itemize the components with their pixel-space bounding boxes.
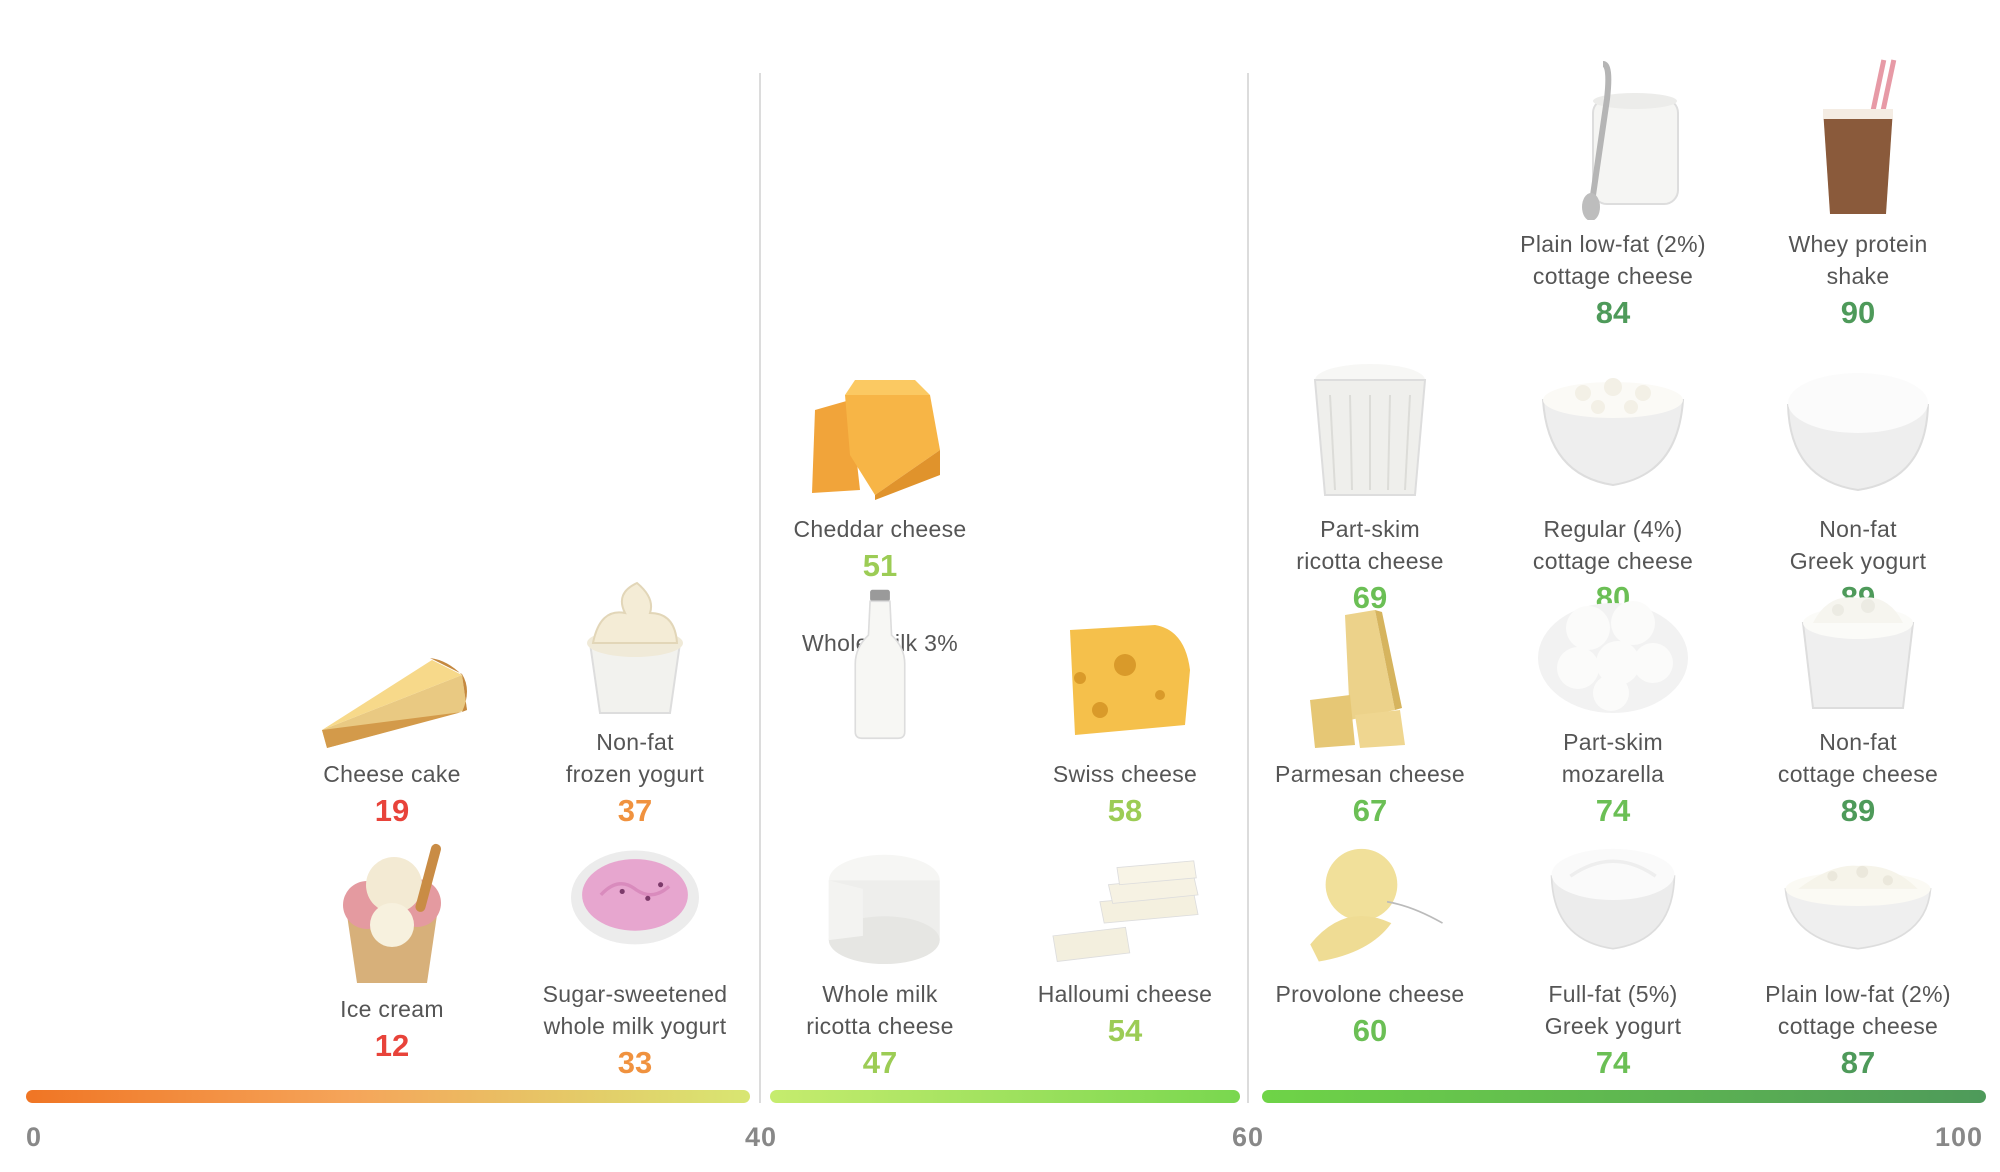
- food-name: Cheese cake: [323, 761, 461, 787]
- food-card-non-fat-frozen-yogurt: Non-fat frozen yogurt 37: [515, 568, 755, 831]
- mozzarella-icon: [1538, 601, 1688, 713]
- food-card-sugar-sweetened-yogurt: Sugar-sweetened whole milk yogurt 33: [515, 842, 755, 1083]
- food-card-regular-cottage: Regular (4%) cottage cheese 80: [1493, 355, 1733, 618]
- food-score: 74: [1595, 1045, 1631, 1080]
- scale-bar-mid: [770, 1090, 1240, 1103]
- ricotta-basket-icon: [1313, 364, 1427, 496]
- food-name: Plain low-fat (2%) cottage cheese: [1765, 981, 1951, 1039]
- food-name: Non-fat cottage cheese: [1777, 729, 1939, 787]
- greek-yogurt-bowl-icon: [1550, 848, 1676, 950]
- food-score: 51: [862, 548, 898, 583]
- food-card-cheese-cake: Cheese cake 19: [272, 600, 512, 831]
- food-name: Regular (4%) cottage cheese: [1532, 516, 1694, 574]
- food-card-yogurt-jar: Plain low-fat (2%) cottage cheese 84: [1493, 58, 1733, 333]
- food-card-provolone: Provolone cheese 60: [1250, 842, 1490, 1051]
- cheddar-icon: [812, 380, 940, 500]
- cheesecake-icon: [322, 658, 467, 748]
- yogurt-bowl-icon: [1786, 373, 1930, 492]
- food-score: 47: [862, 1045, 898, 1080]
- food-card-parmesan: Parmesan cheese 67: [1250, 600, 1490, 831]
- food-score: 74: [1595, 793, 1631, 828]
- scale-bar-low: [26, 1090, 750, 1103]
- axis-tick-60: 60: [1232, 1122, 1265, 1152]
- food-name: Part-skim ricotta cheese: [1296, 516, 1444, 574]
- food-name: Plain low-fat (2%) cottage cheese: [1520, 231, 1706, 289]
- food-name: Non-fat Greek yogurt: [1789, 516, 1927, 574]
- food-name: Cheddar cheese: [793, 516, 967, 542]
- axis-tick-40: 40: [745, 1122, 778, 1152]
- food-name: Ice cream: [340, 996, 444, 1022]
- food-score: 54: [1107, 1013, 1143, 1048]
- ricotta-wheel-icon: [828, 854, 940, 965]
- cottage-bowl-icon: [1541, 378, 1685, 487]
- cottage-small-bowl-icon: [1801, 597, 1915, 709]
- food-card-cheddar: Cheddar cheese 51: [760, 355, 1000, 586]
- food-score: 58: [1107, 793, 1143, 828]
- food-card-part-skim-ricotta: Part-skim ricotta cheese 69: [1250, 355, 1490, 618]
- food-score: 84: [1595, 295, 1631, 330]
- food-card-low-fat-cottage: Plain low-fat (2%) cottage cheese 87: [1738, 842, 1978, 1083]
- food-card-whey-shake: Whey protein shake 90: [1738, 58, 1978, 333]
- food-card-non-fat-greek-yogurt: Non-fat Greek yogurt 89: [1738, 355, 1978, 618]
- food-score: 19: [374, 793, 410, 828]
- food-score: 12: [374, 1028, 410, 1063]
- food-name: Full-fat (5%) Greek yogurt: [1544, 981, 1682, 1039]
- food-name: Whole milk ricotta cheese: [806, 981, 954, 1039]
- food-card-ice-cream: Ice cream 12: [272, 835, 512, 1066]
- food-name: Halloumi cheese: [1037, 981, 1213, 1007]
- berry-yogurt-icon: [571, 850, 699, 945]
- ice-cream-icon: [343, 843, 441, 983]
- scale-bar-high: [1262, 1090, 1986, 1103]
- cottage-wide-bowl-icon: [1784, 865, 1932, 950]
- food-score: 87: [1840, 1045, 1876, 1080]
- food-card-non-fat-cottage: Non-fat cottage cheese 89: [1738, 568, 1978, 831]
- food-score: 37: [617, 793, 653, 828]
- food-card-whole-milk-ricotta: Whole milk ricotta cheese 47: [760, 842, 1000, 1083]
- protein-shake-icon: [1823, 59, 1897, 214]
- swiss-cheese-icon: [1070, 625, 1190, 735]
- food-card-swiss-cheese: Swiss cheese 58: [1005, 600, 1245, 831]
- divider-60: [1247, 73, 1249, 1103]
- food-name: Parmesan cheese: [1275, 761, 1465, 787]
- frozen-yogurt-icon: [587, 581, 683, 714]
- yogurt-jar-icon: [1582, 61, 1679, 220]
- food-name: Non-fat frozen yogurt: [565, 729, 705, 787]
- food-score: 69: [1352, 580, 1388, 615]
- divider-40: [759, 73, 761, 1103]
- provolone-icon: [1310, 848, 1443, 962]
- food-name: Swiss cheese: [1052, 761, 1198, 787]
- milk-bottle-shape: [854, 589, 906, 740]
- food-score: 33: [617, 1045, 653, 1080]
- food-name: Provolone cheese: [1275, 981, 1465, 1007]
- food-card-mozzarella: Part-skim mozarella 74: [1493, 568, 1733, 831]
- food-name: Whey protein shake: [1788, 231, 1928, 289]
- food-score: 89: [1840, 793, 1876, 828]
- axis-tick-100: 100: [1935, 1122, 1984, 1152]
- food-card-greek-yogurt-full-fat: Full-fat (5%) Greek yogurt 74: [1493, 842, 1733, 1083]
- food-name: Sugar-sweetened whole milk yogurt: [542, 981, 728, 1039]
- parmesan-icon: [1310, 610, 1405, 748]
- food-card-halloumi: Halloumi cheese 54: [1005, 842, 1245, 1051]
- food-name: Part-skim mozarella: [1561, 729, 1665, 787]
- halloumi-icon: [1051, 860, 1199, 962]
- food-score: 60: [1352, 1013, 1388, 1048]
- food-score: 67: [1352, 793, 1388, 828]
- food-score: 90: [1840, 295, 1876, 330]
- axis-tick-0: 0: [26, 1122, 43, 1152]
